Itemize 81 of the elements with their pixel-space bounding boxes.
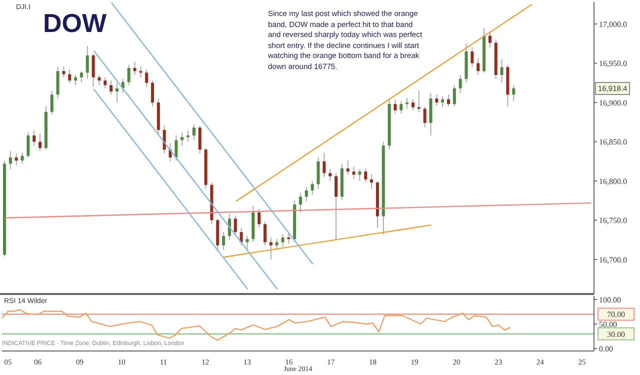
candlestick: [192, 124, 196, 141]
candlestick: [127, 64, 130, 86]
candlestick: [139, 66, 142, 78]
candlestick: [364, 168, 368, 184]
candlestick: [322, 152, 326, 178]
candlestick: [62, 66, 66, 78]
candlestick: [488, 31, 492, 48]
candlestick: [14, 152, 18, 166]
y-tick-label: 100.00: [599, 295, 621, 304]
y-tick-label: 16,750.0: [599, 216, 627, 226]
candlestick: [198, 126, 202, 154]
candlestick: [500, 58, 504, 84]
y-tick-label: 16,950.0: [599, 59, 627, 68]
candlestick: [38, 133, 42, 152]
candlestick: [240, 228, 243, 246]
candlestick: [406, 97, 409, 110]
candlestick: [20, 152, 24, 164]
candlestick: [316, 156, 320, 190]
candlestick: [411, 98, 414, 111]
candlestick: [133, 61, 136, 76]
y-tick-label: 16,800.0: [599, 176, 627, 186]
candlestick: [98, 74, 101, 86]
candlestick: [452, 84, 456, 107]
candlestick: [110, 80, 113, 96]
candlestick: [104, 76, 107, 89]
candlestick: [174, 134, 178, 162]
candlestick: [222, 231, 226, 251]
candlestick: [441, 96, 444, 108]
candlestick: [310, 180, 314, 196]
candlestick: [458, 74, 462, 94]
candlestick: [68, 69, 72, 84]
y-tick-label: 0.00: [599, 344, 613, 354]
candlestick: [8, 150, 12, 170]
candlestick: [32, 130, 36, 146]
candlestick: [435, 94, 438, 106]
candlestick: [346, 160, 350, 176]
candlestick: [417, 90, 420, 112]
candlestick: [258, 208, 261, 229]
candlestick: [352, 166, 356, 180]
candlestick: [50, 90, 54, 115]
candlestick: [263, 221, 266, 246]
candlestick: [151, 80, 154, 107]
candlestick: [246, 235, 249, 251]
candlestick: [328, 168, 332, 182]
candlestick: [145, 69, 148, 88]
y-tick-label: 17,000.0: [599, 20, 627, 29]
candlestick: [80, 70, 83, 83]
candlestick: [269, 236, 272, 260]
candlestick: [234, 215, 237, 236]
ref-line-label: 70.00: [607, 310, 625, 320]
y-tick-label: 50.00: [599, 320, 617, 329]
candlestick: [228, 213, 231, 240]
y-tick-label: 16,900.0: [599, 98, 627, 108]
candlestick: [86, 45, 89, 80]
candlestick: [26, 132, 30, 158]
candlestick: [400, 100, 403, 114]
candlestick: [186, 130, 190, 142]
candlestick: [370, 174, 374, 190]
candlestick: [358, 168, 362, 182]
candlestick: [304, 186, 308, 202]
y-tick-label: 16,700.0: [599, 255, 627, 264]
candlestick: [115, 82, 118, 103]
ref-line-label: 30.00: [607, 330, 625, 339]
candlestick: [394, 98, 397, 115]
candlestick: [275, 238, 278, 251]
candlestick: [287, 232, 290, 244]
candlestick: [281, 234, 284, 248]
chart-title: DOW: [43, 8, 107, 39]
candlestick: [74, 74, 78, 86]
candlestick: [447, 94, 450, 107]
candlestick: [56, 66, 60, 100]
candlestick: [476, 58, 480, 76]
candlestick: [180, 132, 184, 146]
candlestick: [512, 84, 516, 102]
candlestick: [334, 172, 338, 240]
candlestick: [470, 47, 474, 68]
candlestick: [299, 192, 302, 213]
y-tick-label: 16,850.0: [599, 138, 627, 147]
candlestick: [423, 106, 426, 128]
line-series: [1, 309, 511, 341]
candlestick: [92, 53, 95, 88]
